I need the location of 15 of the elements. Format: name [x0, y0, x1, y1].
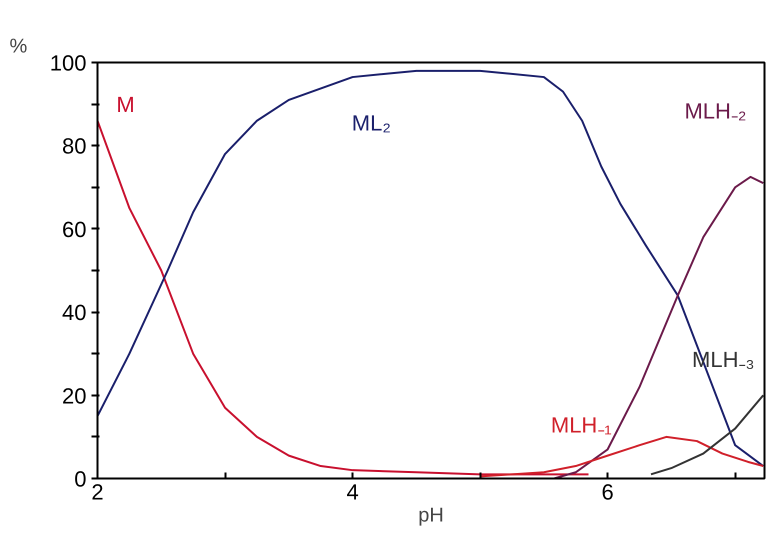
series-label: MLH₋₁ — [550, 412, 612, 438]
y-tick-label: 60 — [62, 216, 87, 242]
x-tick-label: 6 — [602, 480, 614, 504]
series-label: ML₂ — [352, 110, 391, 136]
y-axis-title: % — [10, 36, 28, 58]
x-tick-label: 2 — [91, 480, 104, 504]
y-tick-label: 20 — [62, 383, 87, 408]
y-tick-label: 100 — [50, 50, 87, 76]
y-tick-label: 0 — [74, 466, 87, 492]
series-label: M — [116, 92, 135, 118]
text: MLH₋₂ — [684, 98, 746, 124]
y-tick-label: 80 — [62, 134, 87, 159]
y-tick-label: 40 — [62, 300, 87, 326]
x-axis-title: pH — [418, 504, 444, 526]
x-tick-label: 4 — [346, 480, 359, 504]
